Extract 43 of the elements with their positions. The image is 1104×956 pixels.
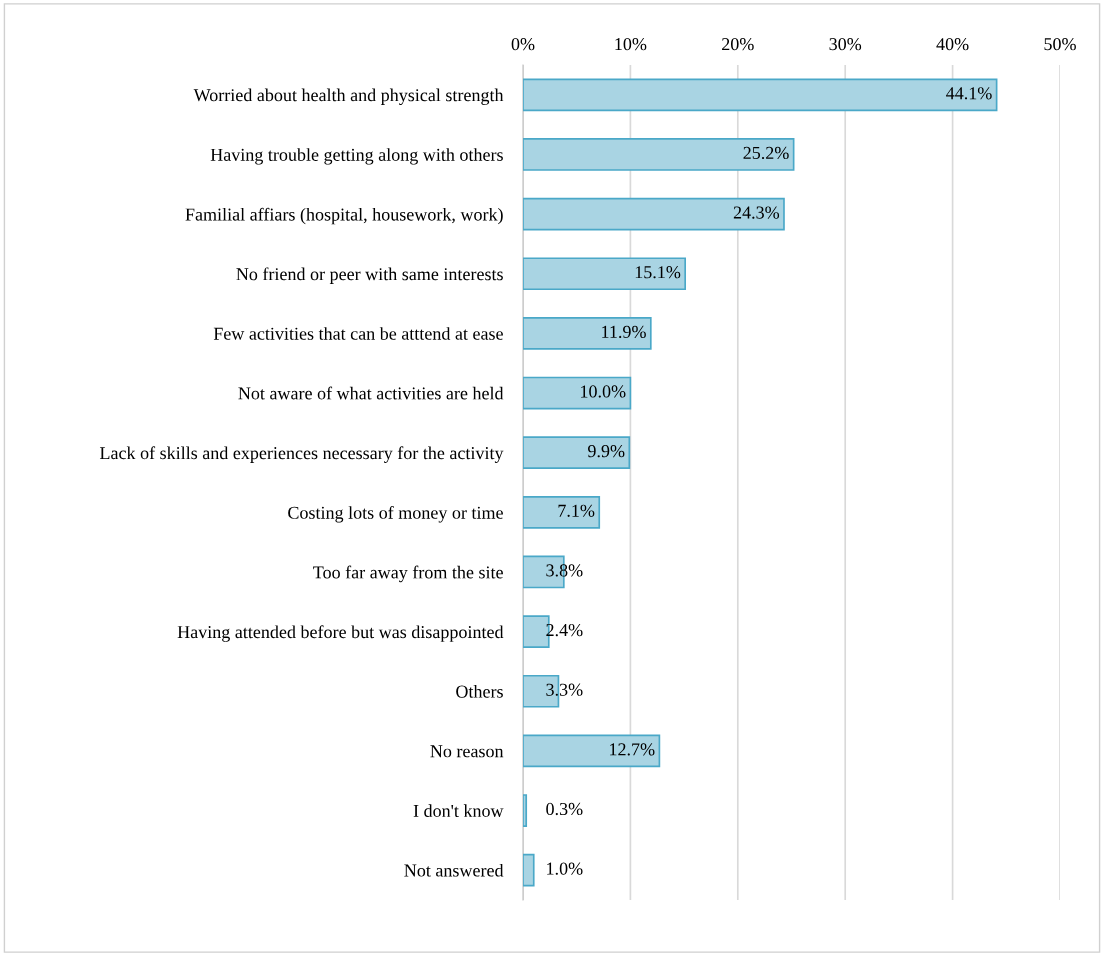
data-label: 11.9% [602, 325, 646, 338]
bar [523, 78, 998, 112]
data-label: 1.0% [547, 862, 583, 875]
y-tick-label: No reason [430, 745, 504, 758]
bar [523, 317, 652, 350]
x-tick-label: 20% [722, 38, 754, 51]
data-label: 10.0% [581, 385, 626, 398]
x-tick-label: 10% [615, 38, 647, 51]
y-tick-label: Lack of skills and experiences necessary for the activity [99, 446, 504, 463]
y-tick-label: Too far away from the site [313, 565, 503, 583]
data-label: 15.1% [635, 266, 681, 279]
x-tick-label: 50% [1044, 38, 1076, 51]
bar [523, 794, 528, 827]
data-label: 7.1% [558, 504, 595, 517]
bar [523, 376, 632, 410]
y-tick-label: No friend or peer with same interests [236, 267, 503, 284]
data-label: 9.9% [588, 445, 625, 458]
y-tick-label: I don't know [413, 804, 504, 817]
x-tick-label: 0% [511, 38, 535, 51]
bar [523, 197, 785, 231]
data-label: 44.1% [946, 87, 992, 100]
bar [523, 436, 631, 470]
y-tick-label: Not answered [404, 863, 504, 877]
y-tick-label: Familial affiars (hospital, housework, work) [185, 207, 503, 225]
y-tick-label: Costing lots of money or time [288, 505, 503, 523]
bar [523, 138, 795, 171]
y-tick-label: Others [456, 684, 503, 698]
bar [523, 734, 661, 768]
data-label: 0.3% [546, 802, 583, 816]
y-tick-label: Having trouble getting along with others [210, 148, 503, 165]
bar [523, 495, 601, 529]
data-label: 12.7% [610, 743, 655, 756]
y-tick-label: Having attended before but was disappointed [177, 625, 504, 642]
y-tick-label: Not aware of what activities are held [238, 386, 504, 400]
bar [523, 257, 687, 291]
data-label: 24.3% [733, 206, 780, 219]
y-tick-label: Few activities that can be atttend at ease [213, 327, 503, 340]
x-tick-label: 30% [829, 38, 862, 51]
y-tick-label: Worried about health and physical strength [193, 88, 504, 105]
data-label: 25.2% [743, 146, 789, 160]
bar [523, 853, 535, 887]
x-tick-label: 40% [936, 38, 969, 51]
data-label: 3.8% [546, 564, 583, 577]
